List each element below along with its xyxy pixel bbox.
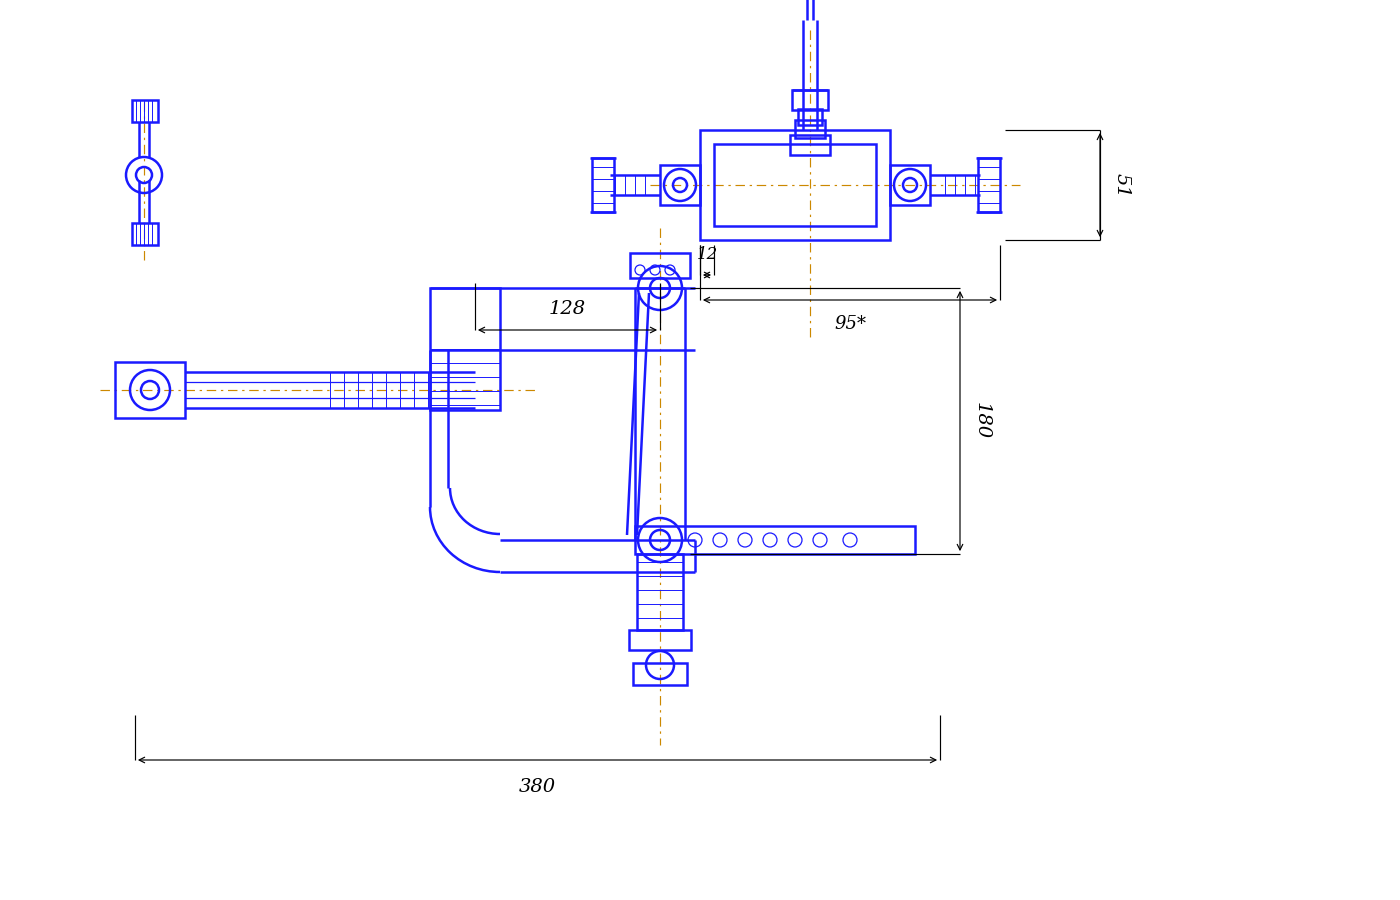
- Text: 180: 180: [973, 402, 991, 439]
- Bar: [430, 288, 500, 410]
- Bar: [630, 253, 690, 278]
- Bar: [637, 554, 683, 630]
- Bar: [798, 109, 822, 125]
- Bar: [700, 130, 890, 240]
- Bar: [132, 100, 158, 122]
- Bar: [636, 526, 916, 554]
- Bar: [115, 362, 185, 418]
- Text: 380: 380: [518, 778, 556, 796]
- Text: 12: 12: [696, 246, 718, 263]
- Bar: [792, 90, 827, 110]
- Bar: [132, 223, 158, 245]
- Text: 51: 51: [1113, 173, 1131, 197]
- Bar: [659, 165, 700, 205]
- Bar: [633, 663, 687, 685]
- Bar: [890, 165, 930, 205]
- Text: 95*: 95*: [834, 315, 867, 333]
- Bar: [629, 630, 692, 650]
- Bar: [714, 144, 876, 226]
- Bar: [592, 158, 615, 212]
- Text: 128: 128: [549, 300, 587, 318]
- Bar: [795, 120, 825, 138]
- Bar: [979, 158, 1000, 212]
- Bar: [790, 135, 830, 155]
